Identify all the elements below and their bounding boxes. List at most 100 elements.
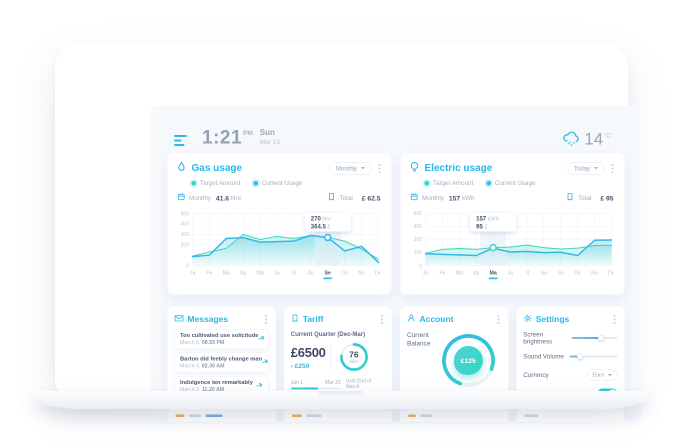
send-arrow-icon[interactable] xyxy=(255,381,265,392)
message-item[interactable]: Too cultivated use solicitude March 5, 0… xyxy=(174,329,269,349)
message-time: 08.55 PM xyxy=(201,339,225,346)
message-date: March 4, xyxy=(180,363,201,369)
svg-text:300: 300 xyxy=(181,232,190,238)
svg-text:Ap: Ap xyxy=(473,271,480,277)
svg-text:0: 0 xyxy=(186,263,189,269)
svg-text:Jl: Jl xyxy=(525,271,529,277)
account-balance-blob: £125 xyxy=(453,346,483,375)
gas-usage-unit: litre xyxy=(231,194,242,202)
message-title: Barton did feebly change man xyxy=(180,356,263,362)
messages-card: Messages Too cultivated use solicitude M… xyxy=(167,306,276,399)
laptop-base-notch xyxy=(318,391,364,398)
temperature-unit: °C xyxy=(603,131,611,140)
tariff-subtitle: Current Quarter (Dec-Mar) xyxy=(290,330,366,338)
slider-knob[interactable] xyxy=(577,353,584,360)
cutoff-card xyxy=(516,407,625,421)
svg-text:Fe: Fe xyxy=(439,271,445,277)
electric-period-dropdown[interactable]: Today xyxy=(567,161,605,175)
account-menu-button[interactable] xyxy=(495,313,501,326)
cutoff-card xyxy=(400,407,509,421)
dashboard: 1:21 PM Sun Mar 13 xyxy=(151,106,641,421)
electric-total-value: £ 95 xyxy=(600,194,614,202)
calendar-icon xyxy=(177,193,186,203)
hamburger-menu-icon[interactable] xyxy=(174,135,187,149)
svg-text:Oc: Oc xyxy=(574,271,581,277)
light-bulb-icon xyxy=(410,161,420,176)
account-balance-value: £125 xyxy=(460,356,476,365)
gas-menu-button[interactable] xyxy=(377,162,383,175)
top-bar: 1:21 PM Sun Mar 13 xyxy=(151,106,641,150)
volume-slider[interactable] xyxy=(569,353,618,360)
slider-knob[interactable] xyxy=(597,335,604,341)
account-balance-label: Current Balance xyxy=(407,331,431,347)
brightness-label: Screen brightness xyxy=(523,331,553,345)
svg-text:450: 450 xyxy=(414,224,423,230)
weather-widget: 14 °C xyxy=(561,130,611,150)
gas-legend-current[interactable]: Current Usage xyxy=(253,180,302,187)
placeholder-dash xyxy=(524,414,539,417)
temperature-value: 14 xyxy=(584,129,604,149)
tariff-card: Tariff Current Quarter (Dec-Mar) £6500 ›… xyxy=(283,306,392,399)
tariff-range-end: Mar 31 xyxy=(325,380,341,386)
electric-menu-button[interactable] xyxy=(610,162,616,175)
svg-text:Ap: Ap xyxy=(240,271,247,277)
svg-text:270 litre: 270 litre xyxy=(311,217,331,223)
chevron-down-icon xyxy=(361,167,365,170)
electric-usage-chart[interactable]: 0 150 300 450 600 Ja Fe Ma Ap Ma Ju Jl Au Se Oc No De 157… xyxy=(410,208,614,282)
message-item[interactable]: Barton did feebly change man March 4, 02… xyxy=(174,352,271,373)
send-arrow-icon[interactable] xyxy=(261,357,271,368)
svg-text:No: No xyxy=(591,271,598,277)
gear-icon xyxy=(523,313,532,325)
send-arrow-icon[interactable] xyxy=(257,334,267,345)
brightness-slider[interactable] xyxy=(571,335,618,342)
placeholder-dash xyxy=(189,414,201,417)
tariff-days-value: 76 xyxy=(349,349,359,360)
tariff-progress-bar xyxy=(290,387,341,390)
tariff-days-ring: 76 days xyxy=(337,341,370,374)
svg-text:Ja: Ja xyxy=(190,271,196,277)
gas-card-title: Gas usage xyxy=(191,162,243,174)
svg-text:600: 600 xyxy=(414,211,423,217)
svg-text:Ju: Ju xyxy=(507,271,513,277)
laptop-lid: 1:21 PM Sun Mar 13 xyxy=(55,43,641,421)
tariff-delta: › £250 xyxy=(290,361,310,370)
day-label: Sun xyxy=(259,128,275,138)
svg-text:Ja: Ja xyxy=(423,271,429,277)
svg-text:200: 200 xyxy=(181,242,190,248)
calendar-icon xyxy=(410,193,419,203)
message-time: 02.30 AM xyxy=(201,363,225,369)
settings-card-title: Settings xyxy=(535,314,570,324)
chevron-down-icon xyxy=(608,373,612,377)
svg-text:Ma: Ma xyxy=(223,271,230,277)
messages-card-title: Messages xyxy=(187,314,229,324)
electric-total-label: Total xyxy=(578,194,592,202)
currency-dropdown[interactable]: Euro xyxy=(586,369,618,381)
volume-label: Sound Volume xyxy=(523,353,564,360)
gas-usage-chart[interactable]: 0 200 300 400 500 Ja Fe Ma Ap Ma Ju Jl Au Se Oc No De 270… xyxy=(177,208,381,282)
gas-legend-target[interactable]: Target Amount xyxy=(191,180,240,187)
tariff-days-unit: days xyxy=(349,358,359,364)
electric-usage-card: Electric usage Today xyxy=(400,153,625,295)
electric-usage-value: 157 xyxy=(448,194,461,202)
settings-menu-button[interactable] xyxy=(612,313,618,326)
svg-text:Oc: Oc xyxy=(341,271,348,277)
svg-text:157 kWh: 157 kWh xyxy=(476,217,499,223)
tariff-menu-button[interactable] xyxy=(379,313,385,326)
electric-card-title: Electric usage xyxy=(424,162,493,174)
svg-text:Se: Se xyxy=(558,271,565,277)
date-label: Mar 13 xyxy=(259,138,281,146)
svg-text:Au: Au xyxy=(541,271,548,277)
svg-text:0: 0 xyxy=(419,263,422,269)
messages-menu-button[interactable] xyxy=(263,313,269,326)
settings-card: Settings Screen brightness Sound Volum xyxy=(516,306,625,399)
electric-legend-current[interactable]: Current Usage xyxy=(486,180,535,187)
svg-text:400: 400 xyxy=(181,222,190,228)
cutoff-card xyxy=(283,407,392,421)
message-time: 11.20 AM xyxy=(201,386,225,393)
current-dot-icon xyxy=(486,180,491,186)
tariff-footnote: Until End of March xyxy=(345,378,372,390)
gas-period-dropdown[interactable]: Monthly xyxy=(329,161,372,175)
gas-total-label: Total xyxy=(339,194,353,202)
electric-legend-target[interactable]: Target Amount xyxy=(424,180,473,187)
gas-usage-card: Gas usage Monthly xyxy=(167,153,392,295)
